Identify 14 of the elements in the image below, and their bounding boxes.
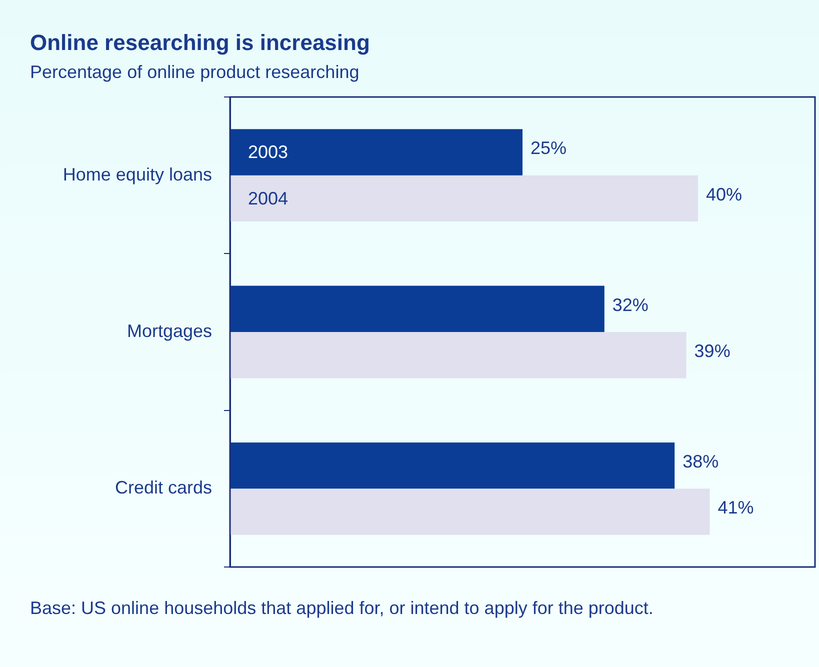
chart-title: Online researching is increasing xyxy=(30,30,370,55)
chart-subtitle: Percentage of online product researching xyxy=(30,62,360,82)
text: Base: US online households that applied for, or intend to apply for the product. xyxy=(30,598,654,618)
data-label: 38% xyxy=(682,452,719,472)
data-label: 39% xyxy=(694,341,730,362)
data-label: 25% xyxy=(530,138,567,158)
y-tick-label: Mortgages xyxy=(126,320,212,341)
y-tick-label: Credit cards xyxy=(114,478,212,498)
data-label: 41% xyxy=(718,498,754,518)
series-label: 2003 xyxy=(248,142,288,162)
data-label: 40% xyxy=(706,184,742,204)
data-label: 32% xyxy=(612,294,648,315)
y-tick-label: Home equity loans xyxy=(62,164,212,184)
series-label: 2004 xyxy=(248,188,288,208)
